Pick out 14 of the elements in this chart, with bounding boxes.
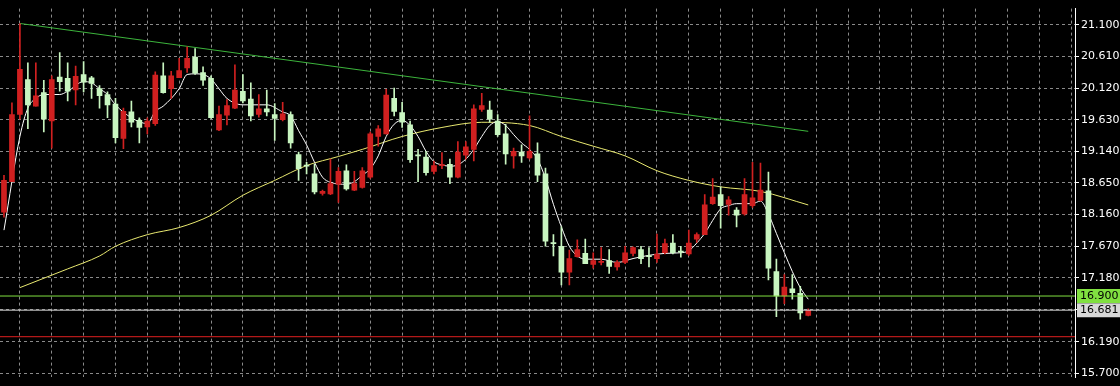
y-tick-label: 16.190 bbox=[1081, 334, 1120, 348]
y-tick-label: 20.120 bbox=[1081, 80, 1120, 94]
y-tick-label: 21.100 bbox=[1081, 17, 1120, 31]
ref-line-label: 16.681 bbox=[1080, 303, 1119, 317]
y-tick-label: 17.670 bbox=[1081, 239, 1120, 253]
y-tick-label: 20.610 bbox=[1081, 49, 1120, 63]
y-tick-label: 19.140 bbox=[1081, 144, 1120, 158]
line-series bbox=[19, 121, 809, 289]
y-tick-label: 19.630 bbox=[1081, 112, 1120, 126]
y-tick-label: 18.650 bbox=[1081, 175, 1120, 189]
y-tick-label: 18.160 bbox=[1081, 207, 1120, 221]
y-tick-label: 15.700 bbox=[1081, 366, 1120, 380]
ref-line-label: 16.900 bbox=[1080, 288, 1119, 302]
y-tick-label: 17.180 bbox=[1081, 270, 1120, 284]
